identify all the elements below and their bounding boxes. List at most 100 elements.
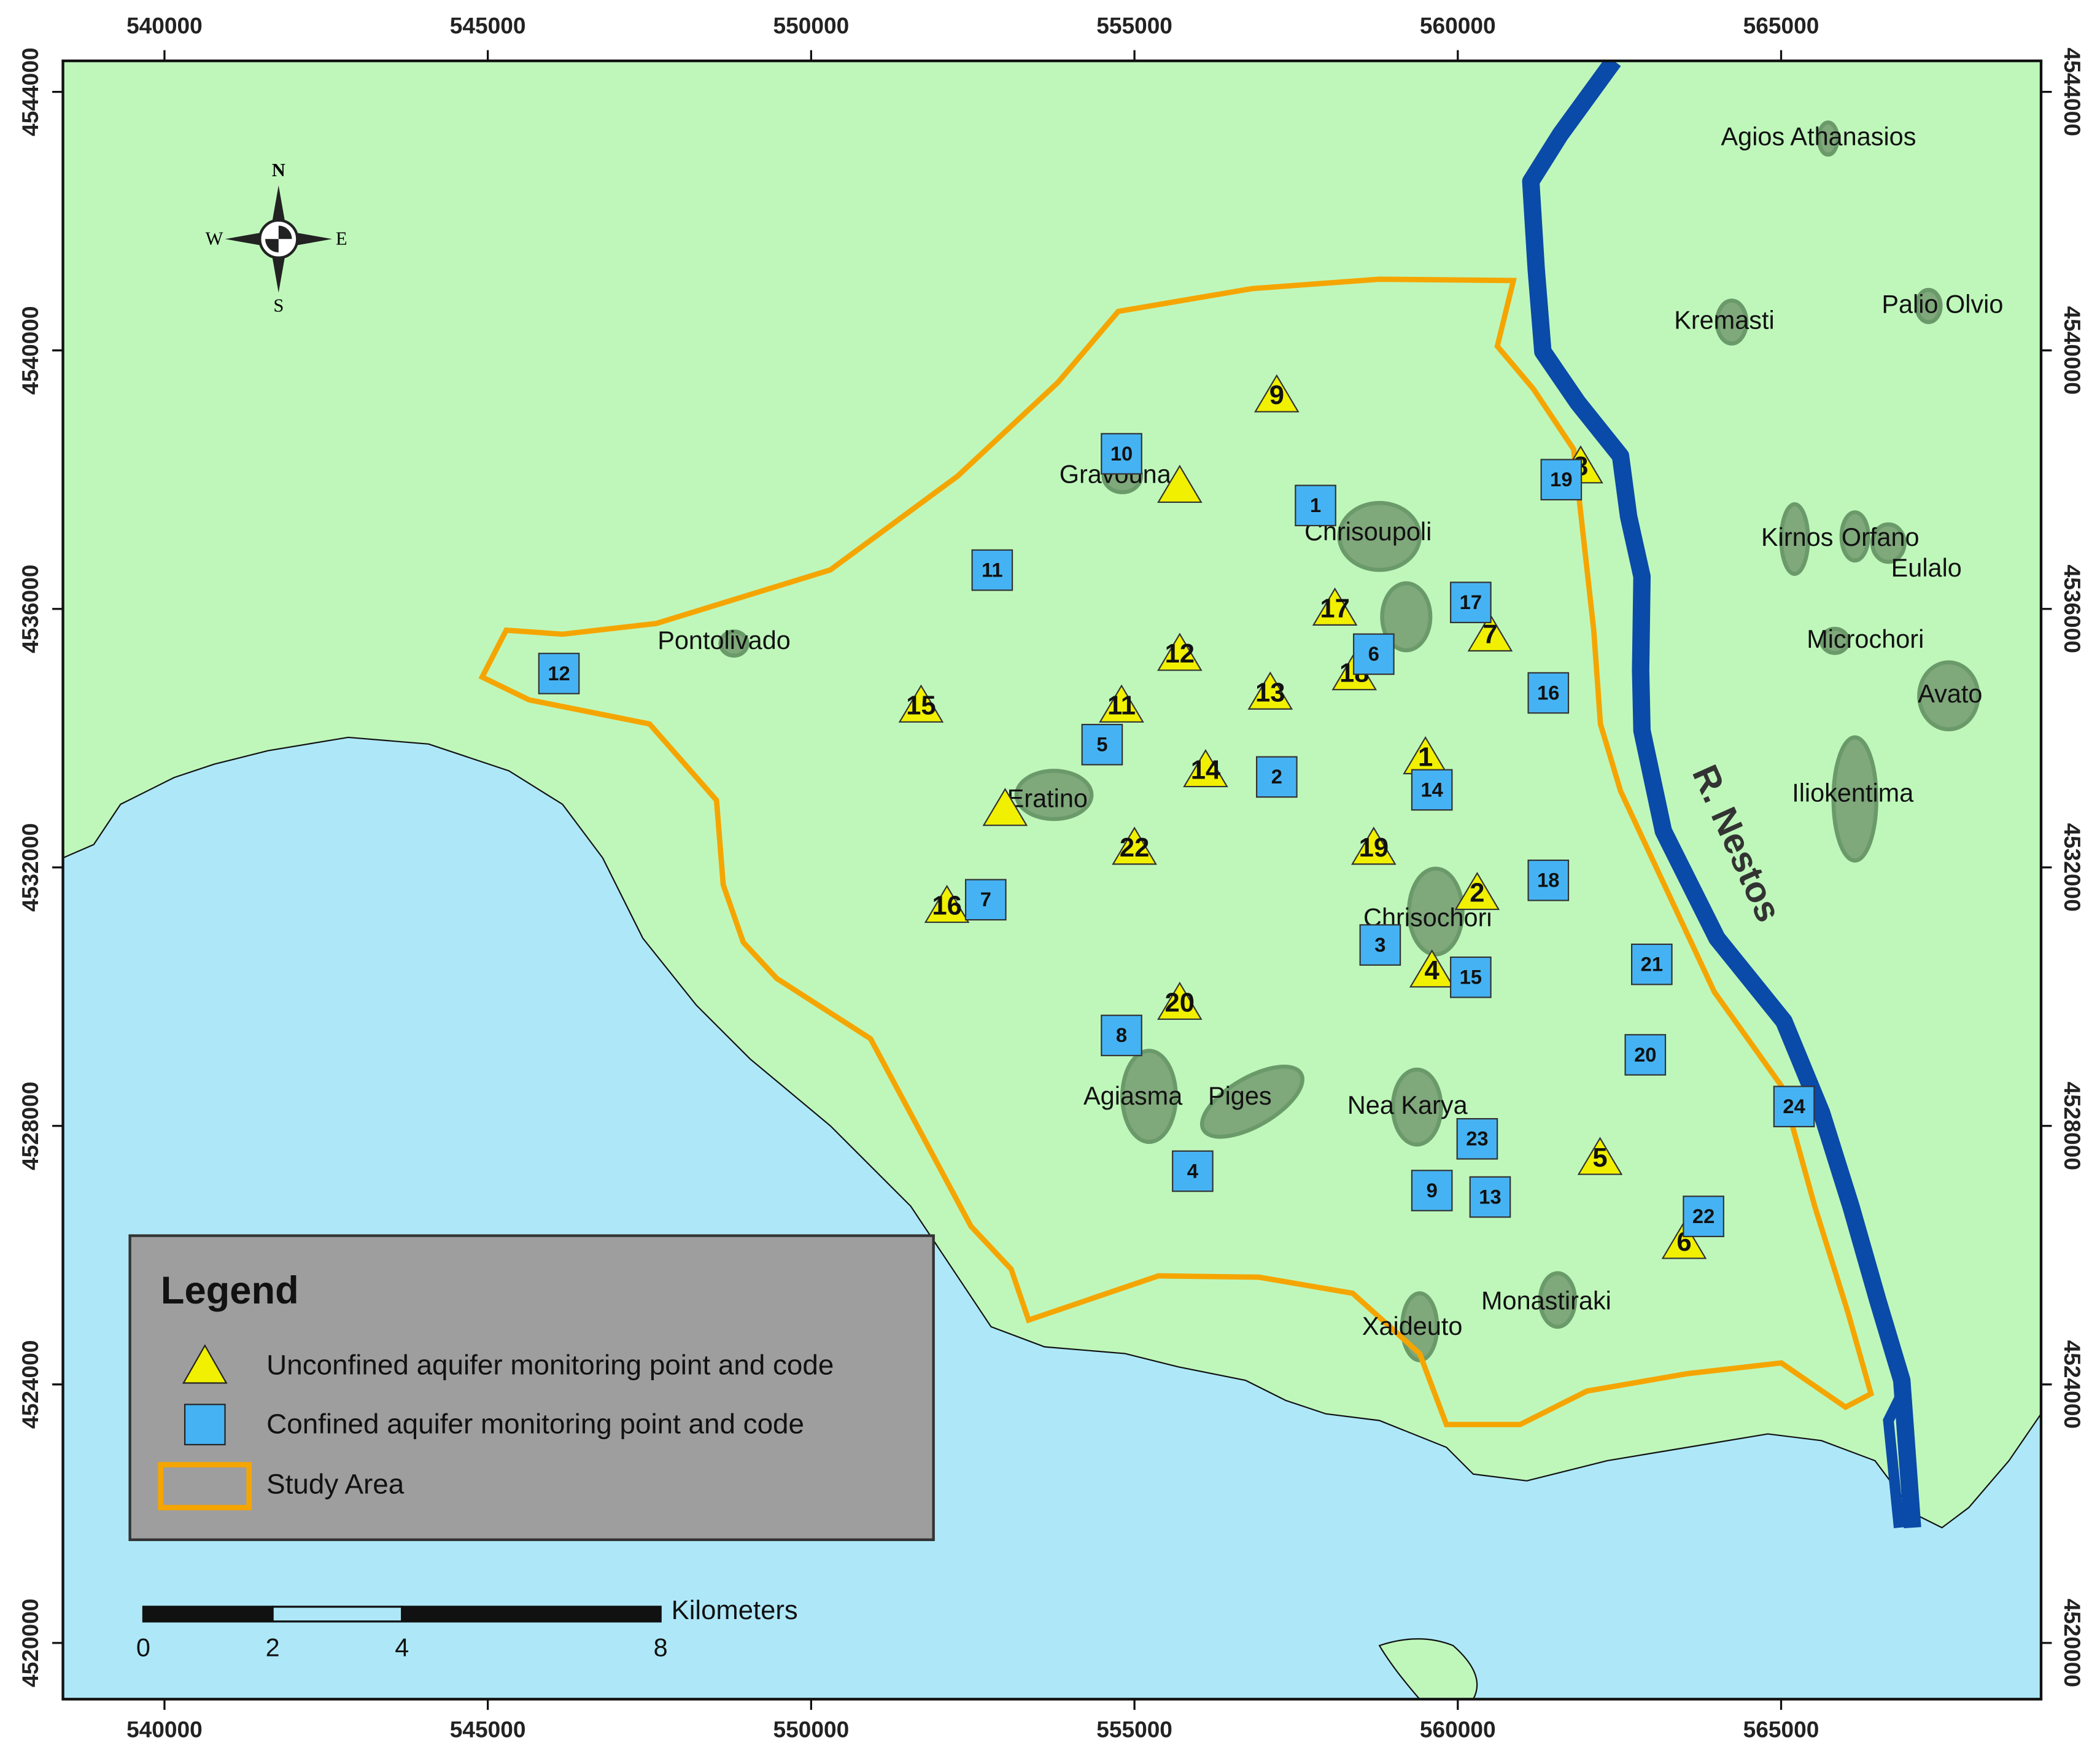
confined-point bbox=[1101, 1014, 1142, 1057]
legend-symbol bbox=[158, 1462, 252, 1510]
point-code: 2 bbox=[1271, 765, 1282, 788]
point-code: 4 bbox=[1425, 956, 1440, 985]
legend-label: Confined aquifer monitoring point and co… bbox=[266, 1408, 804, 1439]
confined-point bbox=[1773, 1086, 1815, 1128]
point-code: 9 bbox=[1427, 1179, 1438, 1202]
confined-point bbox=[1540, 459, 1583, 501]
confined-point bbox=[964, 879, 1007, 921]
confined-point bbox=[1411, 1170, 1453, 1211]
unconfined-point bbox=[1577, 1136, 1623, 1175]
x-tick-label: 560000 bbox=[1420, 12, 1496, 38]
unconfined-point bbox=[1157, 464, 1203, 503]
place-label: Xaideuto bbox=[1362, 1311, 1463, 1340]
confined-point bbox=[1450, 581, 1492, 624]
point-code: 19 bbox=[1550, 468, 1572, 491]
point-code: 7 bbox=[1482, 620, 1497, 650]
x-tick-label: 560000 bbox=[1420, 1717, 1496, 1742]
point-code: 12 bbox=[1165, 639, 1195, 669]
point-code: 5 bbox=[1592, 1143, 1607, 1173]
place-label: Kremasti bbox=[1674, 306, 1774, 335]
compass-label: N bbox=[272, 160, 285, 181]
point-code: 22 bbox=[1692, 1205, 1714, 1227]
point-code: 23 bbox=[1466, 1127, 1488, 1150]
scale-segment bbox=[401, 1606, 662, 1623]
place-label: Monastiraki bbox=[1481, 1286, 1611, 1315]
river bbox=[1522, 61, 1921, 1529]
place-label: Avato bbox=[1918, 679, 1982, 708]
unconfined-point bbox=[1247, 671, 1293, 710]
unconfined-point bbox=[1254, 374, 1300, 413]
confined-point bbox=[1295, 484, 1336, 527]
x-tick-label: 545000 bbox=[450, 1717, 526, 1742]
point-code: 24 bbox=[1783, 1095, 1805, 1117]
x-tick-label: 550000 bbox=[773, 1717, 850, 1742]
place-label: Kirnos bbox=[1761, 523, 1833, 551]
unconfined-point bbox=[1409, 949, 1455, 988]
place-label: Palio Olvio bbox=[1881, 289, 2003, 318]
place-label: Pontolivado bbox=[657, 626, 791, 655]
unconfined-point bbox=[1351, 826, 1397, 865]
point-code: 19 bbox=[1359, 833, 1389, 863]
y-tick-label: 4524000 bbox=[17, 1340, 43, 1429]
point-code: 9 bbox=[1269, 381, 1284, 410]
y-tick-label: 4532000 bbox=[17, 823, 43, 912]
point-code: 11 bbox=[982, 558, 1003, 581]
point-code: 7 bbox=[980, 888, 991, 911]
confined-point bbox=[1172, 1150, 1214, 1192]
study-area-boundary bbox=[478, 276, 1875, 1428]
confined-point bbox=[1456, 1118, 1498, 1160]
confined-point bbox=[1359, 924, 1401, 966]
unconfined-point bbox=[1312, 587, 1358, 626]
river-branch bbox=[1883, 1391, 1907, 1529]
y-tick-label: 4528000 bbox=[2059, 1082, 2085, 1170]
legend-symbol bbox=[182, 1344, 228, 1384]
compass-rose: N E S W bbox=[206, 160, 347, 316]
unconfined-point bbox=[898, 684, 944, 723]
scale-label: 8 bbox=[654, 1633, 668, 1662]
confined-point bbox=[1527, 672, 1570, 714]
x-tick-label: 540000 bbox=[126, 12, 203, 38]
y-tick-label: 4524000 bbox=[2059, 1340, 2085, 1429]
unconfined-point bbox=[1157, 981, 1203, 1020]
unconfined-point bbox=[1454, 871, 1500, 911]
point-code: 15 bbox=[1460, 966, 1482, 989]
y-tick-label: 4528000 bbox=[17, 1082, 43, 1170]
point-code: 1 bbox=[1418, 743, 1433, 772]
scale-unit: Kilometers bbox=[672, 1596, 798, 1625]
x-tick-label: 555000 bbox=[1096, 1717, 1172, 1742]
place-label: Orfano bbox=[1842, 523, 1920, 551]
point-code: 17 bbox=[1460, 591, 1482, 613]
confined-point bbox=[1683, 1195, 1724, 1237]
y-tick-label: 4520000 bbox=[2059, 1599, 2085, 1687]
compass-label: S bbox=[273, 295, 284, 316]
confined-point bbox=[1527, 859, 1570, 901]
point-code: 20 bbox=[1165, 989, 1195, 1018]
x-tick-label: 555000 bbox=[1096, 12, 1172, 38]
x-tick-label: 565000 bbox=[1743, 1717, 1819, 1742]
y-tick-label: 4540000 bbox=[2059, 306, 2085, 395]
point-code: 8 bbox=[1116, 1024, 1127, 1046]
place-label: Nea Karya bbox=[1347, 1090, 1468, 1119]
confined-point bbox=[1469, 1176, 1511, 1218]
place-label: Microchori bbox=[1807, 624, 1924, 653]
point-code: 11 bbox=[1107, 691, 1136, 720]
legend-box bbox=[128, 1234, 935, 1541]
legend-label: Unconfined aquifer monitoring point and … bbox=[266, 1349, 834, 1380]
unconfined-point bbox=[982, 788, 1028, 826]
x-tick-label: 550000 bbox=[773, 12, 850, 38]
compass-label: E bbox=[336, 228, 347, 249]
y-tick-label: 4540000 bbox=[17, 306, 43, 395]
place-label: Agiasma bbox=[1083, 1081, 1183, 1110]
place-label: Piges bbox=[1208, 1081, 1272, 1110]
point-code: 13 bbox=[1479, 1185, 1501, 1208]
axes: 540000 540000 545000 545000 550000 550000 5550… bbox=[17, 12, 2085, 1742]
unconfined-point bbox=[1157, 632, 1203, 671]
point-code: 21 bbox=[1641, 952, 1663, 975]
legend-title: Legend bbox=[161, 1269, 299, 1312]
scale-segment bbox=[271, 1606, 403, 1623]
y-tick-label: 4532000 bbox=[2059, 823, 2085, 912]
point-code: 10 bbox=[1110, 442, 1133, 465]
place-label: Eratino bbox=[1007, 783, 1088, 812]
